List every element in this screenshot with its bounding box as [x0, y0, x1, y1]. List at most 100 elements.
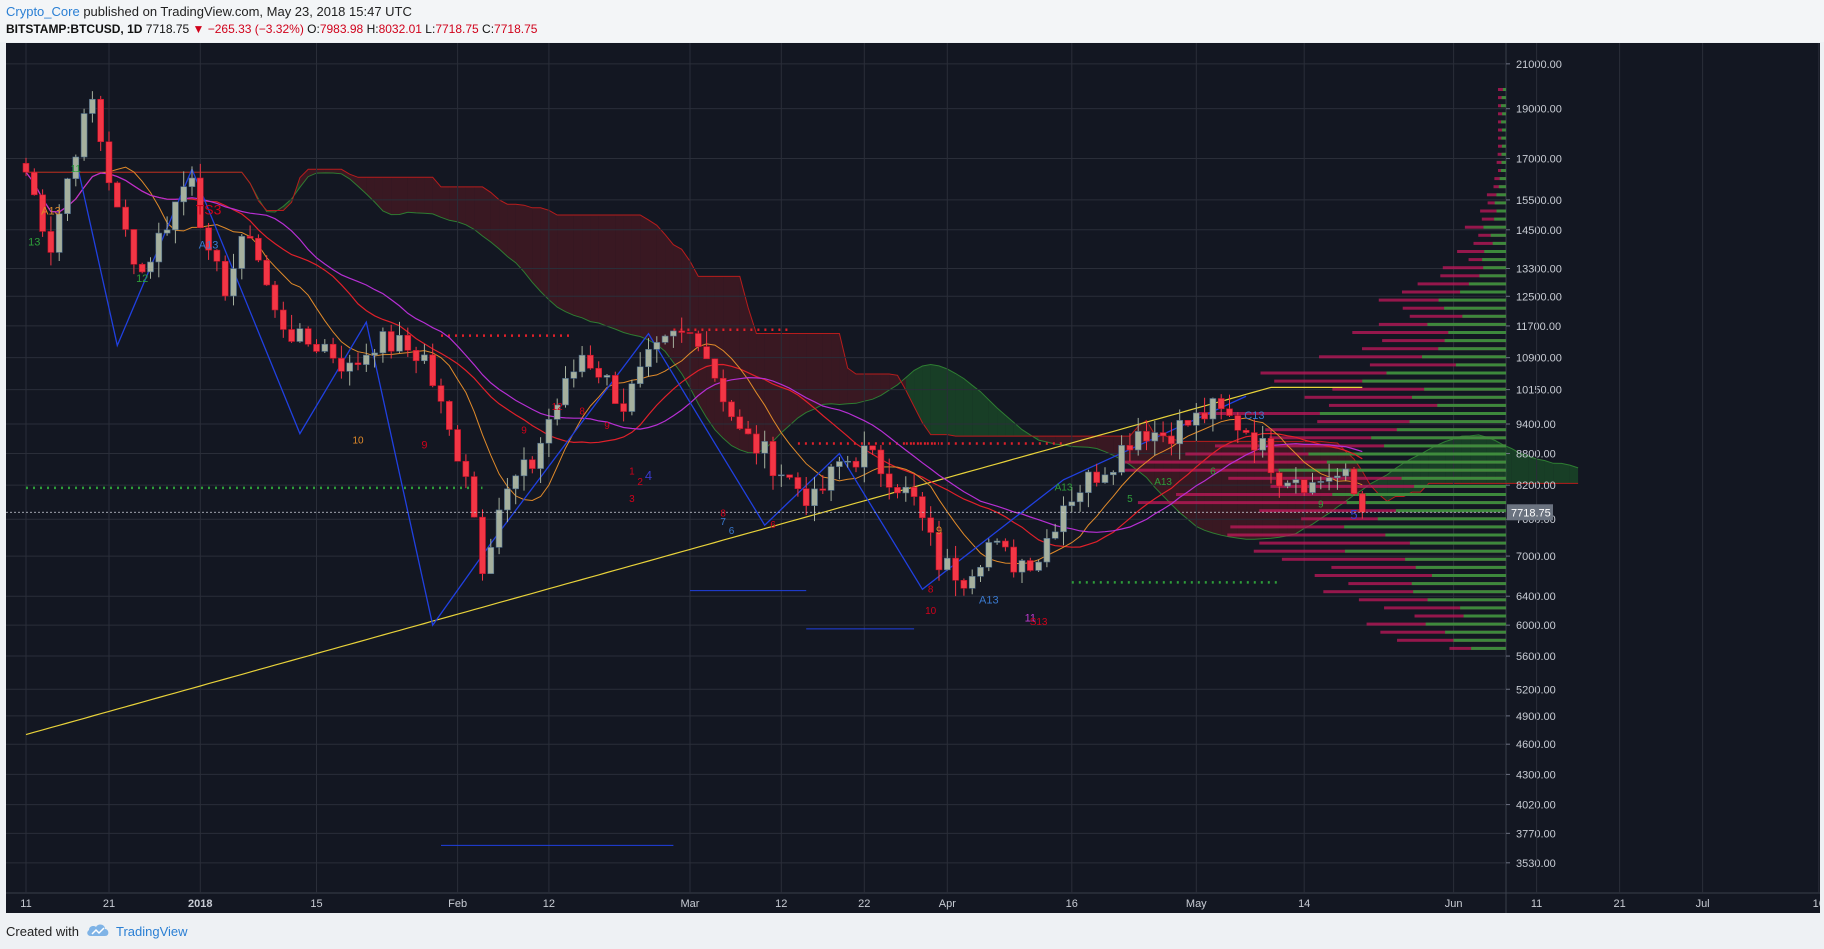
- time-tick-label: 15: [310, 898, 322, 910]
- candle-body: [1242, 429, 1250, 433]
- candle-body: [993, 540, 1001, 543]
- candle-body: [711, 358, 719, 379]
- cloud-segment: [416, 177, 425, 214]
- volume-bar-buy: [1494, 217, 1506, 221]
- volume-bar-buy: [1414, 484, 1506, 488]
- candle-body: [379, 331, 387, 354]
- td-count-label: 8: [720, 508, 726, 519]
- price-tick-label: 5600.00: [1516, 651, 1556, 663]
- price-tick-label: 19000.00: [1516, 104, 1562, 116]
- candle-body: [611, 375, 619, 404]
- candle-body: [694, 333, 702, 347]
- td-count-label: 10: [925, 606, 937, 617]
- cloud-segment: [922, 364, 931, 435]
- cloud-segment: [590, 214, 599, 324]
- tradingview-cloud-icon[interactable]: [86, 922, 110, 938]
- candle-body: [570, 371, 578, 379]
- candle-body: [1126, 445, 1134, 451]
- candle-body: [138, 264, 146, 273]
- volume-bar-buy: [1471, 646, 1506, 650]
- time-tick-label: 21: [103, 898, 115, 910]
- candle-body: [769, 441, 777, 477]
- candle-body: [1151, 432, 1159, 442]
- candle-body: [1168, 435, 1175, 445]
- candle-body: [1350, 468, 1358, 495]
- candle-body: [55, 213, 63, 253]
- volume-bar-sell: [1380, 630, 1506, 634]
- volume-bar-sell: [1137, 501, 1506, 505]
- candle-body: [653, 342, 661, 350]
- candle-body: [338, 357, 345, 372]
- volume-bar-sell: [1227, 533, 1506, 537]
- cloud-segment: [1080, 436, 1089, 448]
- candle-body: [470, 476, 478, 518]
- volume-bar-buy: [1501, 144, 1506, 148]
- td-count-label: A13: [1154, 477, 1172, 488]
- cloud-segment: [1453, 436, 1462, 484]
- time-tick-label: May: [1186, 898, 1207, 910]
- price-tick-label: 4300.00: [1516, 769, 1556, 781]
- volume-bar-sell: [1480, 209, 1506, 213]
- candle-body: [1226, 408, 1233, 416]
- candle-body: [620, 403, 627, 412]
- cloud-segment: [449, 186, 458, 222]
- cloud-segment: [1536, 458, 1545, 484]
- moving-average-yellow: [25, 386, 1363, 736]
- time-tick-label: 12: [543, 898, 555, 910]
- candle-body: [910, 486, 918, 497]
- candle-body: [877, 449, 885, 475]
- candle-body: [736, 416, 744, 429]
- candle-body: [1276, 472, 1283, 487]
- volume-bar-sell: [1397, 638, 1506, 642]
- tradingview-brand-link[interactable]: TradingView: [116, 924, 188, 939]
- td-count-label: 11: [71, 164, 82, 175]
- high-label: H:: [366, 22, 379, 36]
- candle-body: [686, 332, 694, 334]
- cloud-segment: [864, 373, 873, 402]
- author-link[interactable]: Crypto_Core: [6, 4, 80, 19]
- volume-bar-sell: [1214, 444, 1506, 448]
- cloud-segment: [299, 169, 309, 188]
- candle-body: [1217, 398, 1225, 410]
- volume-bar-buy: [1396, 428, 1506, 432]
- candle-body: [985, 542, 993, 568]
- chart-area[interactable]: 21000.00 19000.00 17000.00 15500.00 14500.00…: [6, 43, 1820, 913]
- cloud-segment: [1088, 436, 1097, 449]
- candle-body: [1101, 474, 1109, 483]
- candle-body: [761, 441, 769, 454]
- candle-body: [371, 352, 378, 356]
- moving-average-red: [25, 171, 1363, 548]
- volume-bar-sell: [1369, 363, 1506, 367]
- cloud-segment: [490, 192, 500, 249]
- price-chart[interactable]: 21000.0019000.0017000.0015500.0014500.00…: [6, 43, 1820, 913]
- time-tick-label: Jun: [1445, 898, 1463, 910]
- cloud-segment: [333, 169, 342, 174]
- cloud-segment: [764, 333, 773, 450]
- candle-body: [661, 335, 669, 343]
- candle-body: [1259, 438, 1266, 451]
- volume-bar-buy: [1319, 412, 1506, 415]
- volume-bar-buy: [1384, 444, 1506, 448]
- volume-bar-buy: [1445, 630, 1506, 634]
- td-count-label: 12: [136, 273, 148, 285]
- time-tick-label: 12: [775, 898, 787, 910]
- cloud-segment: [316, 169, 325, 174]
- candle-body: [205, 227, 212, 251]
- candle-body: [213, 249, 221, 262]
- cloud-segment: [690, 261, 699, 404]
- cloud-segment: [988, 399, 998, 437]
- volume-bar-buy: [1437, 403, 1506, 407]
- last-price: 7718.75: [145, 22, 190, 36]
- cloud-segment: [955, 373, 964, 437]
- publish-info: published on TradingView.com, May 23, 20…: [79, 4, 412, 19]
- candle-body: [346, 362, 354, 372]
- candle-body: [404, 334, 412, 351]
- volume-bar-buy: [1395, 509, 1506, 513]
- close-label: C:: [482, 22, 495, 36]
- time-tick-label: Jul: [1696, 898, 1710, 910]
- price-tick-label: 6000.00: [1516, 620, 1556, 632]
- volume-bar-sell: [1498, 112, 1506, 116]
- price-tick-label: 11700.00: [1516, 321, 1561, 333]
- candle-body: [1110, 471, 1117, 476]
